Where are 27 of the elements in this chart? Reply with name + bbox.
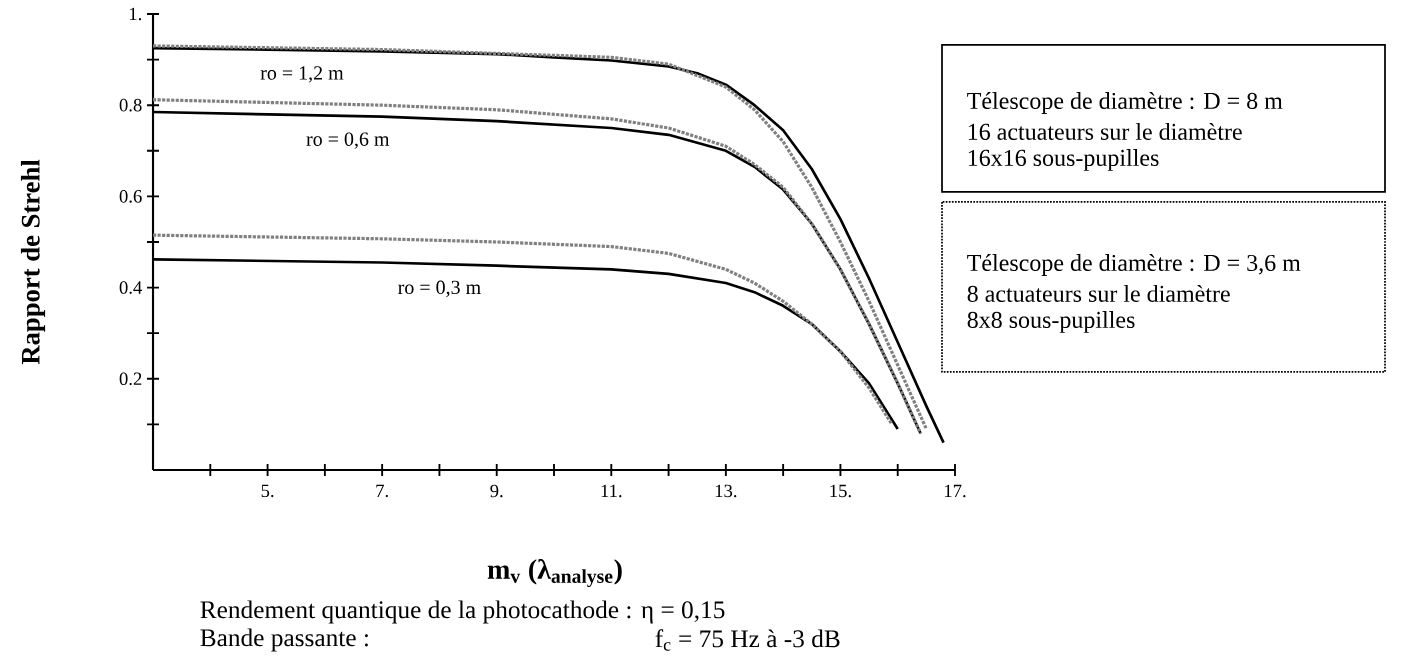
x-tick-label: 9. (490, 484, 503, 498)
x-tick-label: 17. (944, 484, 966, 498)
text: f$_{c}$ = 75 Hz à -3 dB (655, 629, 840, 651)
x-tick-label: 15. (830, 484, 851, 498)
x-tick-label: 11. (601, 484, 622, 498)
x-tick-label: 13. (715, 484, 737, 498)
text: 8x8 sous-pupilles (967, 311, 1135, 333)
text: Télescope de diamètre : D = 8 m (967, 92, 1283, 114)
y-tick-label: 0.6 (119, 190, 142, 203)
y-tick-label: 1. (129, 7, 142, 21)
x-tick-label: 5. (261, 484, 274, 498)
text: Télescope de diamètre : D = 3,6 m (967, 254, 1301, 276)
y-tick-label: 0.4 (119, 281, 143, 294)
text: 16 actuateurs sur le diamètre (968, 123, 1242, 140)
text: Rendement quantique de la photocathode : η = 0,15 (200, 600, 725, 624)
y-axis-title: Rapport de Strehl (20, 159, 46, 365)
line-series (151, 233, 894, 426)
text: Bande passante : (200, 628, 368, 652)
y-tick-label: 0.8 (119, 98, 142, 112)
y-tick-label: 0.2 (119, 372, 142, 386)
annotation: ro = 1,2 m (260, 66, 344, 83)
annotation: ro = 0,3 m (398, 280, 481, 297)
annotation: ro = 0,6 m (306, 132, 390, 149)
x-axis-title: m$_{v}$ (λ$_{analyse}$) (487, 558, 622, 588)
x-tick-label: 7. (376, 484, 388, 498)
text: 8 actuateurs sur le diamètre (967, 285, 1230, 302)
text: 16x16 sous-pupilles (968, 149, 1159, 171)
